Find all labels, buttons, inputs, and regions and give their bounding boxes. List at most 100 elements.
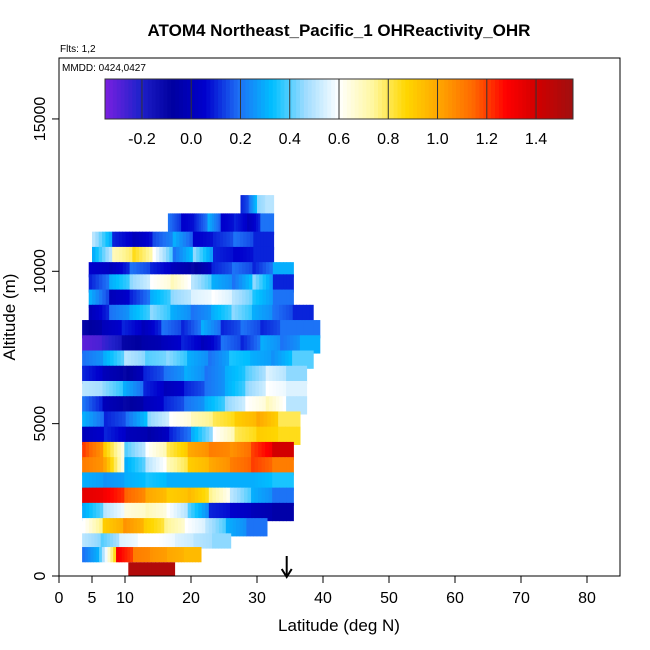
heatmap-cell [159, 562, 164, 576]
heatmap-cell [161, 547, 165, 563]
heatmap-cell [115, 262, 120, 278]
heatmap-cell [203, 213, 206, 235]
heatmap-cell [92, 426, 98, 445]
heatmap-cell [289, 289, 294, 308]
heatmap-cell [283, 274, 288, 293]
heatmap-cell [263, 320, 268, 339]
heatmap-cell [194, 320, 199, 339]
heatmap-cell [159, 472, 164, 491]
colorbar-segment [483, 79, 488, 119]
heatmap-cell [206, 246, 211, 266]
heatmap-cell [256, 246, 261, 266]
heatmap-cell [95, 274, 100, 293]
heatmap-cell [232, 350, 237, 369]
heatmap-cell [306, 350, 311, 369]
heatmap-cell [207, 365, 212, 385]
heatmap-cell [177, 262, 182, 278]
heatmap-cell [156, 289, 161, 308]
heatmap-cell [251, 441, 256, 461]
heatmap-cell [166, 487, 171, 506]
heatmap-cell [219, 487, 224, 506]
heatmap-cell [88, 262, 93, 278]
colorbar-segment [159, 79, 164, 119]
heatmap-cell [164, 320, 169, 339]
heatmap-cell [141, 335, 146, 354]
heatmap-cell [187, 411, 192, 430]
heatmap-cell [228, 365, 233, 385]
heatmap-cell [265, 365, 270, 385]
y-axis-label: Altitude (m) [0, 274, 19, 361]
heatmap-cell [131, 502, 136, 522]
heatmap-cell [279, 289, 284, 308]
heatmap-cell [141, 320, 146, 339]
heatmap-cell [270, 231, 275, 250]
heatmap-cell [213, 246, 217, 266]
heatmap-cell [142, 246, 147, 266]
heatmap-cell [106, 533, 111, 549]
heatmap-cell [208, 350, 213, 369]
heatmap-cell [243, 350, 248, 369]
heatmap-cell [221, 289, 226, 308]
heatmap-cell [205, 411, 210, 430]
x-axis-label: Latitude (deg N) [278, 616, 400, 635]
heatmap-cell [126, 380, 131, 400]
heatmap-cell [167, 518, 172, 537]
colorbar-segment [128, 79, 133, 119]
heatmap-cell [112, 396, 117, 415]
heatmap-cell [193, 533, 198, 549]
colorbar-segment [491, 79, 496, 119]
heatmap-cell [109, 304, 114, 324]
heatmap-cell [214, 380, 219, 400]
colorbar-segment [194, 79, 200, 119]
heatmap-cell [159, 533, 164, 549]
heatmap-cell [184, 380, 189, 400]
heatmap-cell [190, 380, 195, 400]
heatmap-cell [163, 487, 168, 506]
heatmap-cell [152, 547, 157, 563]
heatmap-cell [186, 547, 191, 563]
heatmap-cell [123, 518, 128, 537]
heatmap-cell [134, 457, 140, 476]
heatmap-cell [99, 457, 104, 476]
heatmap-cell [116, 380, 121, 400]
heatmap-cell [189, 547, 194, 563]
heatmap-cell [279, 262, 284, 278]
heatmap-cell [119, 262, 124, 278]
heatmap-cell [143, 562, 149, 576]
heatmap-cell [214, 274, 219, 293]
heatmap-cell [119, 365, 124, 385]
heatmap-cell [158, 320, 162, 339]
heatmap-cell [82, 335, 86, 354]
x-tick-label: 5 [88, 590, 97, 607]
heatmap-cell [136, 380, 141, 400]
heatmap-cell [111, 335, 116, 354]
heatmap-cell [289, 411, 294, 430]
heatmap-cell [192, 246, 197, 266]
heatmap-cell [110, 441, 115, 461]
heatmap-cell [258, 441, 263, 461]
heatmap-cell [211, 350, 216, 369]
heatmap-cell [156, 274, 161, 293]
heatmap-cell [146, 274, 151, 293]
heatmap-cell [201, 487, 206, 506]
heatmap-cell [153, 274, 158, 293]
heatmap-cell [296, 320, 301, 339]
heatmap-cell [269, 289, 274, 308]
colorbar-segment [436, 79, 441, 119]
colorbar-segment [163, 79, 168, 119]
colorbar-segment [272, 79, 278, 119]
heatmap-cell [128, 562, 133, 576]
heatmap-cell [211, 262, 216, 278]
colorbar-segment [526, 79, 531, 119]
heatmap-cell [279, 365, 284, 385]
heatmap-cell [248, 380, 253, 400]
heatmap-cell [247, 195, 250, 217]
heatmap-cell [299, 380, 304, 400]
heatmap-cell [88, 380, 93, 400]
colorbar-segment [198, 79, 203, 119]
heatmap-cell [194, 213, 198, 235]
heatmap-cell [235, 262, 240, 278]
heatmap-cell [177, 487, 182, 506]
heatmap-cell [107, 411, 112, 430]
heatmap-cell [239, 350, 244, 369]
